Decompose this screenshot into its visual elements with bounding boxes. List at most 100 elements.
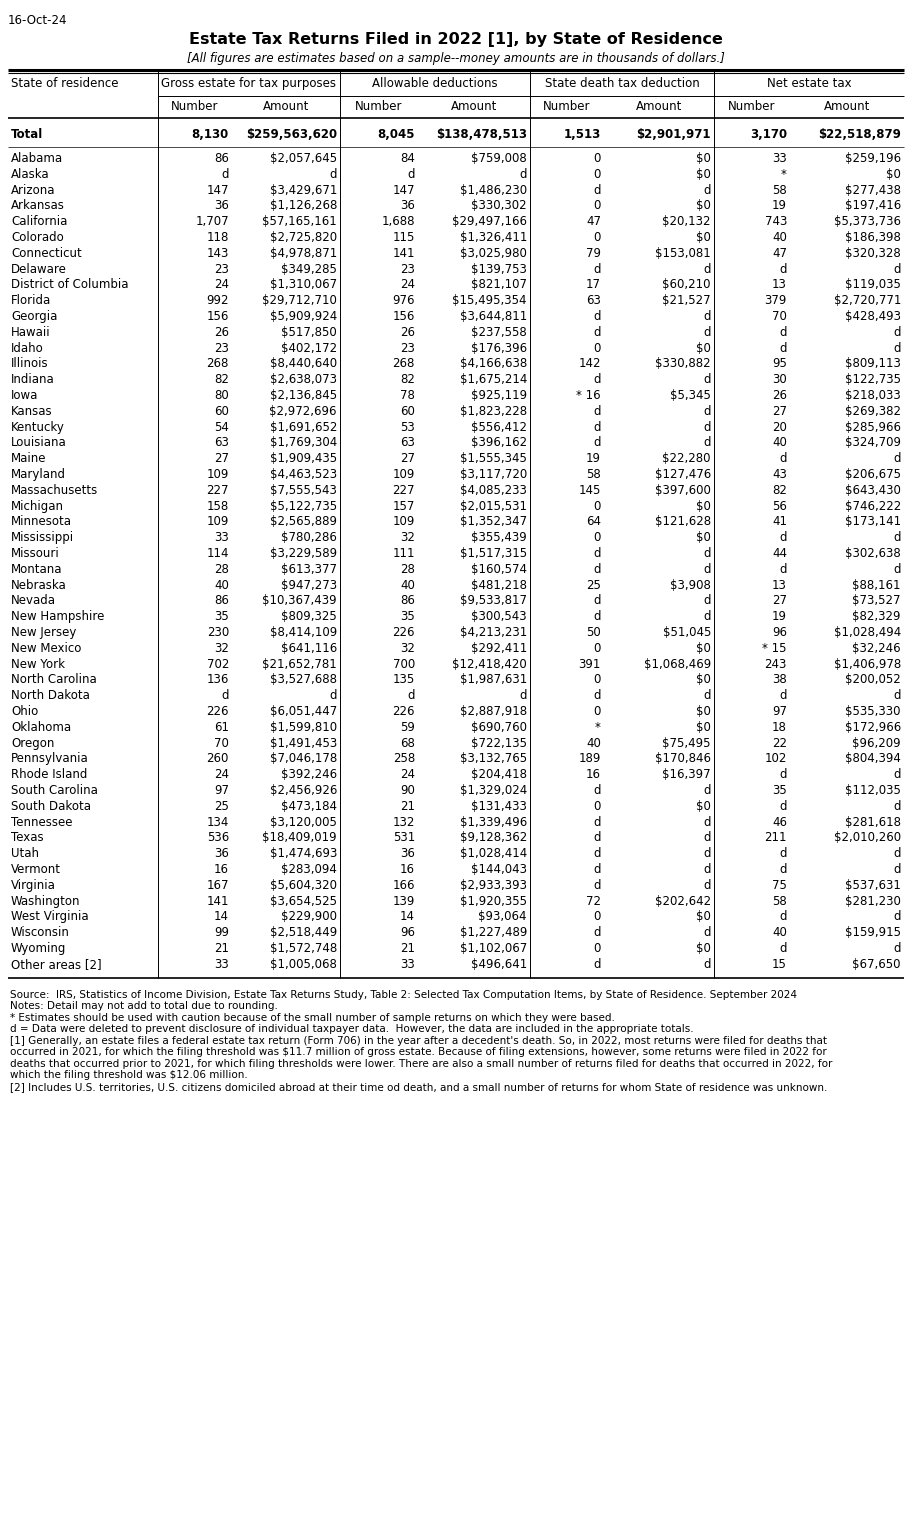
- Text: $12,418,420: $12,418,420: [452, 658, 527, 670]
- Text: $122,735: $122,735: [844, 373, 900, 387]
- Text: $1,326,411: $1,326,411: [459, 231, 527, 243]
- Text: d: d: [779, 942, 786, 955]
- Text: $60,210: $60,210: [661, 279, 711, 291]
- Text: $2,015,531: $2,015,531: [459, 499, 527, 513]
- Text: d: d: [407, 690, 415, 702]
- Text: 118: 118: [207, 231, 229, 243]
- Text: d: d: [893, 562, 900, 576]
- Text: d: d: [593, 373, 600, 387]
- Text: $1,691,652: $1,691,652: [270, 420, 337, 434]
- Text: d: d: [702, 562, 711, 576]
- Text: $396,162: $396,162: [470, 436, 527, 450]
- Text: 743: 743: [763, 216, 786, 228]
- Text: 26: 26: [214, 326, 229, 339]
- Text: Wisconsin: Wisconsin: [11, 926, 70, 939]
- Text: $809,113: $809,113: [844, 357, 900, 371]
- Text: $496,641: $496,641: [470, 958, 527, 970]
- Text: Delaware: Delaware: [11, 263, 67, 276]
- Text: $269,382: $269,382: [844, 405, 900, 417]
- Text: $481,218: $481,218: [470, 579, 527, 591]
- Text: $3,025,980: $3,025,980: [460, 246, 527, 260]
- Text: 18: 18: [772, 721, 786, 733]
- Text: 54: 54: [214, 420, 229, 434]
- Text: $292,411: $292,411: [470, 642, 527, 654]
- Text: d: d: [702, 832, 711, 844]
- Text: $186,398: $186,398: [844, 231, 900, 243]
- Text: 0: 0: [593, 342, 600, 354]
- Text: 15: 15: [772, 958, 786, 970]
- Text: 70: 70: [772, 310, 786, 323]
- Text: d: d: [593, 816, 600, 829]
- Text: 28: 28: [400, 562, 415, 576]
- Text: 22: 22: [771, 736, 786, 750]
- Text: $641,116: $641,116: [281, 642, 337, 654]
- Text: Total: Total: [11, 128, 43, 142]
- Text: $1,028,494: $1,028,494: [833, 625, 900, 639]
- Text: Mississippi: Mississippi: [11, 531, 74, 544]
- Text: $2,901,971: $2,901,971: [636, 128, 711, 142]
- Text: 260: 260: [207, 753, 229, 765]
- Text: $1,339,496: $1,339,496: [459, 816, 527, 829]
- Text: 226: 226: [206, 705, 229, 718]
- Text: d: d: [779, 799, 786, 813]
- Text: 391: 391: [578, 658, 600, 670]
- Text: $173,141: $173,141: [844, 516, 900, 528]
- Text: South Dakota: South Dakota: [11, 799, 91, 813]
- Text: South Carolina: South Carolina: [11, 784, 97, 798]
- Text: Washington: Washington: [11, 895, 80, 907]
- Text: $0: $0: [695, 705, 711, 718]
- Text: 21: 21: [400, 799, 415, 813]
- Text: d: d: [779, 862, 786, 876]
- Text: $397,600: $397,600: [654, 484, 711, 497]
- Text: 0: 0: [593, 531, 600, 544]
- Text: 47: 47: [586, 216, 600, 228]
- Text: $3,908: $3,908: [670, 579, 711, 591]
- Text: d: d: [779, 847, 786, 861]
- Text: 976: 976: [392, 294, 415, 306]
- Text: deaths that occurred prior to 2021, for which filing thresholds were lower. Ther: deaths that occurred prior to 2021, for …: [10, 1058, 832, 1069]
- Text: d: d: [702, 594, 711, 607]
- Text: $5,909,924: $5,909,924: [270, 310, 337, 323]
- Text: 96: 96: [400, 926, 415, 939]
- Text: Wyoming: Wyoming: [11, 942, 67, 955]
- Text: 32: 32: [400, 642, 415, 654]
- Text: 64: 64: [586, 516, 600, 528]
- Text: $32,246: $32,246: [852, 642, 900, 654]
- Text: 40: 40: [772, 926, 786, 939]
- Text: 0: 0: [593, 910, 600, 924]
- Text: $9,533,817: $9,533,817: [459, 594, 527, 607]
- Text: $3,644,811: $3,644,811: [459, 310, 527, 323]
- Text: Utah: Utah: [11, 847, 39, 861]
- Text: 0: 0: [593, 705, 600, 718]
- Text: 1,707: 1,707: [195, 216, 229, 228]
- Text: $4,978,871: $4,978,871: [270, 246, 337, 260]
- Text: d: d: [702, 547, 711, 561]
- Text: d: d: [593, 420, 600, 434]
- Text: Estate Tax Returns Filed in 2022 [1], by State of Residence: Estate Tax Returns Filed in 2022 [1], by…: [189, 32, 722, 48]
- Text: $392,246: $392,246: [281, 768, 337, 781]
- Text: d: d: [519, 168, 527, 180]
- Text: $330,882: $330,882: [655, 357, 711, 371]
- Text: d: d: [407, 168, 415, 180]
- Text: 58: 58: [772, 183, 786, 197]
- Text: $112,035: $112,035: [844, 784, 900, 798]
- Text: $7,046,178: $7,046,178: [270, 753, 337, 765]
- Text: 33: 33: [214, 958, 229, 970]
- Text: $1,352,347: $1,352,347: [459, 516, 527, 528]
- Text: 96: 96: [771, 625, 786, 639]
- Text: 33: 33: [214, 531, 229, 544]
- Text: 97: 97: [214, 784, 229, 798]
- Text: d: d: [702, 958, 711, 970]
- Text: 227: 227: [392, 484, 415, 497]
- Text: $517,850: $517,850: [281, 326, 337, 339]
- Text: Net estate tax: Net estate tax: [766, 77, 850, 89]
- Text: Number: Number: [355, 100, 403, 112]
- Text: d: d: [779, 768, 786, 781]
- Text: * 15: * 15: [762, 642, 786, 654]
- Text: $57,165,161: $57,165,161: [262, 216, 337, 228]
- Text: Alabama: Alabama: [11, 152, 63, 165]
- Text: d: d: [779, 453, 786, 465]
- Text: $15,495,354: $15,495,354: [452, 294, 527, 306]
- Text: 21: 21: [214, 942, 229, 955]
- Text: 56: 56: [772, 499, 786, 513]
